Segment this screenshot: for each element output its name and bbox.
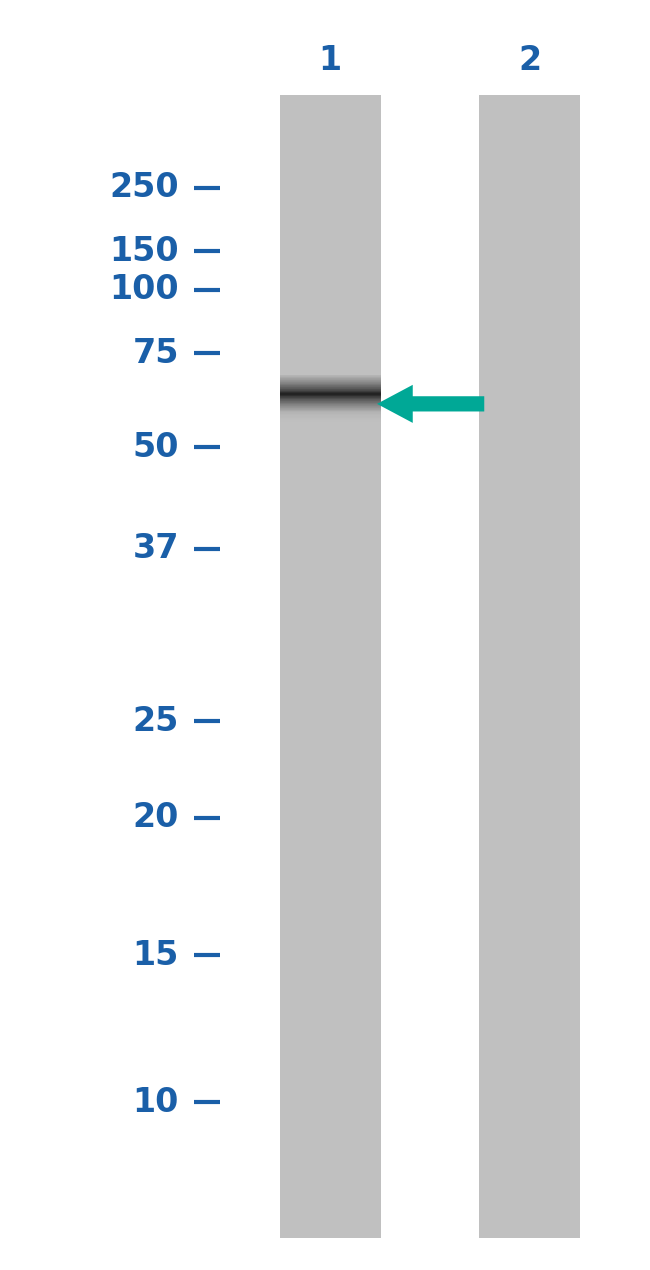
Bar bbox=[280, 384, 381, 385]
Bar bbox=[280, 409, 381, 410]
Bar bbox=[280, 376, 381, 377]
Bar bbox=[280, 408, 381, 410]
Text: 25: 25 bbox=[133, 705, 179, 738]
Bar bbox=[280, 387, 381, 389]
Bar bbox=[280, 405, 381, 408]
Bar bbox=[280, 418, 381, 420]
Text: 10: 10 bbox=[133, 1086, 179, 1119]
Bar bbox=[280, 377, 381, 378]
Bar bbox=[280, 410, 381, 411]
Bar bbox=[280, 395, 381, 396]
Bar bbox=[280, 411, 381, 413]
Bar bbox=[280, 419, 381, 422]
Bar bbox=[280, 422, 381, 423]
Bar bbox=[280, 404, 381, 405]
Bar bbox=[280, 411, 381, 414]
Bar bbox=[280, 394, 381, 396]
Bar bbox=[280, 399, 381, 401]
Bar bbox=[479, 95, 580, 1238]
Bar bbox=[280, 414, 381, 417]
Text: 75: 75 bbox=[132, 337, 179, 370]
Bar bbox=[280, 385, 381, 386]
Bar bbox=[280, 399, 381, 401]
Bar bbox=[280, 400, 381, 403]
Bar bbox=[280, 378, 381, 380]
Bar bbox=[280, 391, 381, 392]
Bar bbox=[280, 420, 381, 423]
Bar bbox=[280, 386, 381, 387]
Text: 150: 150 bbox=[109, 235, 179, 268]
Bar bbox=[280, 406, 381, 408]
Bar bbox=[280, 378, 381, 381]
Bar bbox=[280, 403, 381, 404]
Bar bbox=[280, 389, 381, 390]
Bar bbox=[280, 396, 381, 399]
Bar bbox=[280, 417, 381, 419]
Bar bbox=[280, 380, 381, 381]
Bar bbox=[280, 404, 381, 406]
Bar bbox=[280, 389, 381, 391]
Bar bbox=[280, 401, 381, 404]
Text: 15: 15 bbox=[133, 939, 179, 972]
Bar bbox=[280, 409, 381, 411]
Bar bbox=[280, 95, 381, 1238]
Bar bbox=[280, 413, 381, 415]
Bar bbox=[280, 377, 381, 378]
Text: 250: 250 bbox=[109, 171, 179, 204]
Bar bbox=[280, 399, 381, 400]
FancyArrow shape bbox=[377, 385, 484, 423]
Bar bbox=[280, 394, 381, 395]
Bar bbox=[280, 403, 381, 405]
Bar bbox=[280, 406, 381, 409]
Text: 37: 37 bbox=[132, 532, 179, 565]
Bar bbox=[280, 400, 381, 401]
Bar bbox=[280, 408, 381, 409]
Bar bbox=[280, 411, 381, 414]
Bar bbox=[280, 392, 381, 394]
Bar bbox=[280, 404, 381, 406]
Text: 50: 50 bbox=[132, 431, 179, 464]
Bar bbox=[280, 384, 381, 386]
Text: 100: 100 bbox=[109, 273, 179, 306]
Text: 20: 20 bbox=[133, 801, 179, 834]
Bar bbox=[280, 401, 381, 403]
Text: 2: 2 bbox=[518, 44, 541, 77]
Bar bbox=[280, 381, 381, 384]
Bar bbox=[280, 415, 381, 418]
Bar bbox=[280, 381, 381, 382]
Bar bbox=[280, 410, 381, 411]
Bar bbox=[280, 409, 381, 411]
Text: 1: 1 bbox=[318, 44, 342, 77]
Bar bbox=[280, 396, 381, 398]
